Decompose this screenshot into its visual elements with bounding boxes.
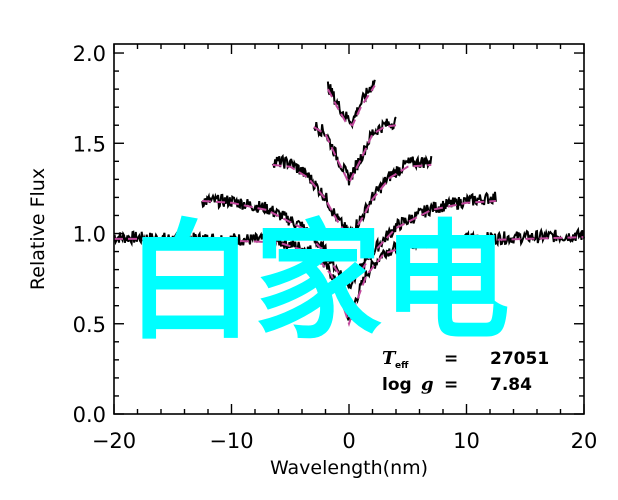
observed-spectrum-line	[113, 226, 585, 321]
model-spectrum-line	[313, 124, 397, 186]
y-tick-label: 0.5	[73, 313, 106, 337]
teff-value: 27051	[490, 349, 549, 369]
tick-layer: −20 −10 0 10 20 0.0 0.5 1.0 1.5 2.0	[73, 42, 598, 453]
x-tick-label: −20	[92, 429, 136, 453]
x-tick-label: 10	[453, 429, 480, 453]
teff-equals: =	[444, 349, 458, 369]
logg-value: 7.84	[490, 375, 532, 395]
y-tick-label: 1.0	[73, 223, 106, 247]
logg-equals: =	[444, 375, 458, 395]
series-layer	[113, 79, 585, 328]
x-axis-label: Wavelength(nm)	[270, 457, 428, 479]
x-tick-label: 0	[342, 429, 355, 453]
model-spectrum-line	[327, 84, 376, 127]
y-axis-label: Relative Flux	[27, 168, 49, 290]
parameter-annotation: T eff = 27051 log g = 7.84	[382, 348, 549, 395]
y-tick-label: 0.0	[73, 403, 106, 427]
model-spectrum-line	[272, 163, 432, 239]
x-tick-label: 20	[571, 429, 598, 453]
y-tick-label: 1.5	[73, 132, 106, 156]
teff-subscript: eff	[395, 361, 409, 371]
teff-symbol: T	[382, 348, 397, 369]
x-tick-label: −10	[209, 429, 253, 453]
watermark-text: 白家电	[126, 208, 510, 357]
logg-symbol: g	[421, 374, 434, 395]
model-spectrum-line	[114, 236, 585, 328]
y-tick-label: 2.0	[73, 42, 106, 66]
logg-label: log	[382, 375, 412, 395]
observed-spectrum-line	[271, 153, 433, 237]
